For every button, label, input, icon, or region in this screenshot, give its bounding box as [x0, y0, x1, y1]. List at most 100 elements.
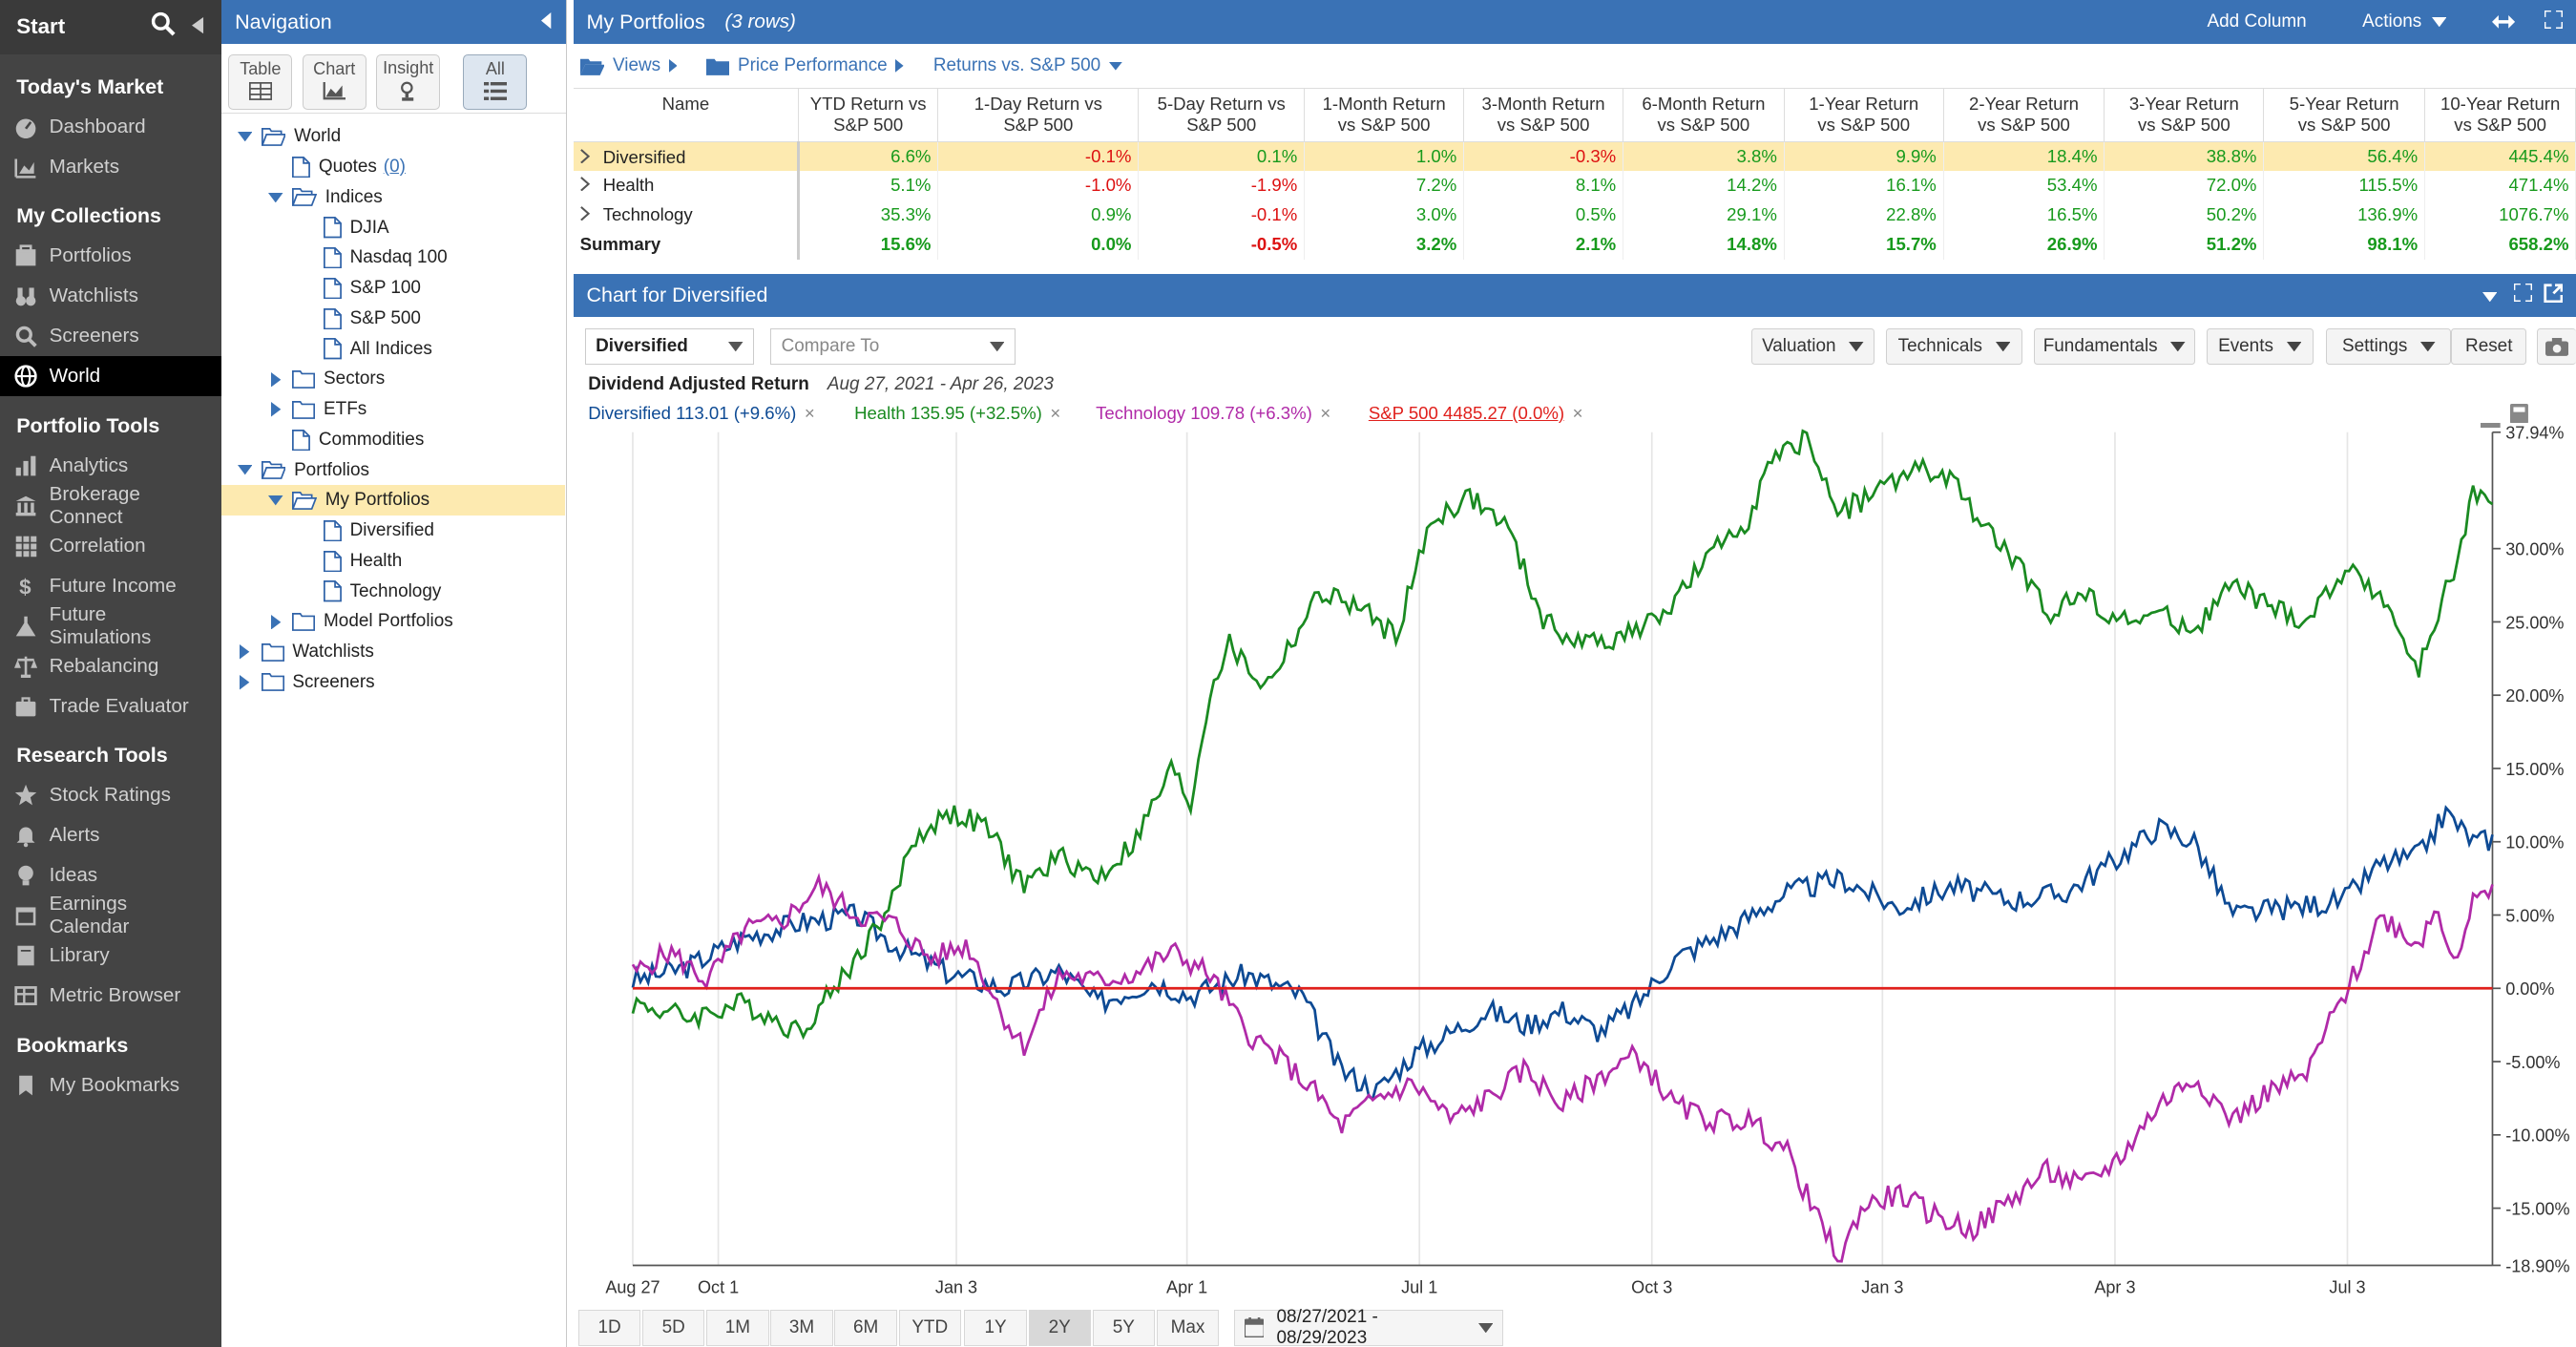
tree-item-portfolios[interactable]: Portfolios	[221, 455, 565, 486]
price-performance-menu[interactable]: Price Performance	[706, 55, 904, 76]
range-max-button[interactable]: Max	[1156, 1309, 1220, 1346]
calculator-icon[interactable]	[2510, 399, 2529, 430]
menu-item-my-bookmarks[interactable]: My Bookmarks	[0, 1065, 221, 1105]
menu-item-markets[interactable]: Markets	[0, 147, 221, 187]
settings-menu-button[interactable]: Settings	[2326, 328, 2452, 366]
expand-width-icon[interactable]	[2492, 11, 2516, 34]
actions-menu[interactable]: Actions	[2362, 11, 2447, 32]
menu-item-watchlists[interactable]: Watchlists	[0, 276, 221, 316]
row-expand-icon[interactable]	[579, 175, 603, 196]
reset-button[interactable]: Reset	[2451, 328, 2527, 366]
tree-item-nasdaq-100[interactable]: Nasdaq 100	[221, 242, 565, 273]
fundamentals-menu-button[interactable]: Fundamentals	[2033, 328, 2195, 366]
column-header[interactable]: YTD Return vs S&P 500	[798, 88, 939, 142]
column-header[interactable]: 6-Month Return vs S&P 500	[1623, 88, 1785, 142]
chart-menu-chevron-icon[interactable]	[2482, 284, 2498, 307]
tree-item-health[interactable]: Health	[221, 546, 565, 577]
expand-down-icon[interactable]	[235, 465, 255, 475]
remove-series-icon[interactable]: ×	[1050, 402, 1061, 423]
menu-item-ideas[interactable]: Ideas	[0, 855, 221, 895]
remove-series-icon[interactable]: ×	[1572, 402, 1583, 423]
column-header[interactable]: 5-Day Return vs S&P 500	[1138, 88, 1306, 142]
view-insight-button[interactable]: Insight	[376, 53, 441, 111]
menu-item-brokerage-connect[interactable]: Brokerage Connect	[0, 483, 221, 528]
expand-right-icon[interactable]	[266, 371, 286, 388]
column-header[interactable]: Name	[573, 88, 800, 142]
tree-item-commodities[interactable]: Commodities	[221, 425, 565, 455]
quotes-count[interactable]: (0)	[383, 157, 406, 178]
range-6m-button[interactable]: 6M	[834, 1309, 897, 1346]
tree-item-etfs[interactable]: ETFs	[221, 394, 565, 425]
summary-row[interactable]: Summary 15.6% 0.0% -0.5% 3.2% 2.1% 14.8% 15.7% 2…	[573, 229, 2576, 260]
add-column-button[interactable]: Add Column	[2207, 11, 2307, 32]
portfolio-select[interactable]: Diversified	[584, 328, 755, 366]
expand-right-icon[interactable]	[235, 644, 255, 660]
tree-item-diversified[interactable]: Diversified	[221, 516, 565, 546]
row-expand-icon[interactable]	[579, 204, 603, 225]
range-1m-button[interactable]: 1M	[706, 1309, 769, 1346]
tree-item-watchlists[interactable]: Watchlists	[221, 637, 565, 667]
column-header[interactable]: 2-Year Return vs S&P 500	[1943, 88, 2105, 142]
column-header[interactable]: 3-Year Return vs S&P 500	[2104, 88, 2265, 142]
tree-item-quotes[interactable]: Quotes (0)	[221, 152, 565, 182]
tree-item-world[interactable]: World	[221, 121, 565, 152]
range-1y-button[interactable]: 1Y	[964, 1309, 1027, 1346]
column-header[interactable]: 10-Year Return vs S&P 500	[2424, 88, 2576, 142]
remove-series-icon[interactable]: ×	[804, 402, 815, 423]
expand-right-icon[interactable]	[235, 675, 255, 690]
tree-item-my-portfolios[interactable]: My Portfolios	[221, 485, 566, 516]
expand-down-icon[interactable]	[266, 495, 286, 506]
range-3m-button[interactable]: 3M	[770, 1309, 833, 1346]
table-row[interactable]: Diversified 6.6% -0.1% 0.1% 1.0% -0.3% 3.8% 9.9…	[573, 141, 2576, 171]
tree-item-all-indices[interactable]: All Indices	[221, 334, 565, 365]
range-5d-button[interactable]: 5D	[642, 1309, 705, 1346]
menu-item-future-simulations[interactable]: Future Simulations	[0, 603, 221, 648]
menu-item-screeners[interactable]: Screeners	[0, 316, 221, 356]
compare-to-select[interactable]: Compare To	[770, 328, 1016, 366]
search-icon[interactable]	[151, 11, 176, 42]
collapse-menu-icon[interactable]	[192, 14, 205, 39]
column-header[interactable]: 5-Year Return vs S&P 500	[2263, 88, 2425, 142]
valuation-menu-button[interactable]: Valuation	[1750, 328, 1874, 366]
menu-item-correlation[interactable]: Correlation	[0, 526, 221, 566]
minimize-chart-icon[interactable]	[2481, 404, 2501, 434]
start-label[interactable]: Start	[16, 14, 66, 39]
tree-item-technology[interactable]: Technology	[221, 577, 565, 607]
range-1d-button[interactable]: 1D	[577, 1309, 641, 1346]
table-row[interactable]: Health 5.1% -1.0% -1.9% 7.2% 8.1% 14.2% 16.1% 53…	[573, 170, 2576, 200]
menu-item-analytics[interactable]: Analytics	[0, 446, 221, 486]
remove-series-icon[interactable]: ×	[1320, 402, 1331, 423]
menu-item-future-income[interactable]: $ Future Income	[0, 566, 221, 606]
tree-item-model-portfolios[interactable]: Model Portfolios	[221, 606, 565, 637]
tree-item-screeners[interactable]: Screeners	[221, 667, 565, 698]
expand-right-icon[interactable]	[266, 402, 286, 417]
returns-view-menu[interactable]: Returns vs. S&P 500	[933, 55, 1122, 76]
menu-item-stock-ratings[interactable]: Stock Ratings	[0, 775, 221, 815]
legend-item-technology[interactable]: Technology 109.78 (+6.3%) ×	[1096, 403, 1330, 424]
views-menu[interactable]: Views	[579, 55, 678, 76]
view-all-button[interactable]: All	[463, 53, 528, 111]
range-ytd-button[interactable]: YTD	[898, 1309, 961, 1346]
column-header[interactable]: 1-Year Return vs S&P 500	[1784, 88, 1944, 142]
tree-item-s-p-500[interactable]: S&P 500	[221, 304, 565, 334]
legend-item-diversified[interactable]: Diversified 113.01 (+9.6%) ×	[588, 403, 815, 424]
view-chart-button[interactable]: Chart	[302, 53, 367, 111]
range-5y-button[interactable]: 5Y	[1092, 1309, 1156, 1346]
menu-item-metric-browser[interactable]: Metric Browser	[0, 976, 221, 1016]
popout-chart-icon[interactable]	[2543, 283, 2564, 309]
legend-item-s-p-500[interactable]: S&P 500 4485.27 (0.0%) ×	[1369, 403, 1583, 424]
tree-item-indices[interactable]: Indices	[221, 182, 565, 213]
menu-item-library[interactable]: Library	[0, 936, 221, 976]
tree-item-djia[interactable]: DJIA	[221, 213, 565, 243]
menu-item-earnings-calendar[interactable]: Earnings Calendar	[0, 893, 221, 937]
table-row[interactable]: Technology 35.3% 0.9% -0.1% 3.0% 0.5% 29.1% 22.…	[573, 200, 2576, 230]
maximize-chart-icon[interactable]	[2512, 283, 2533, 307]
menu-item-dashboard[interactable]: Dashboard	[0, 107, 221, 147]
menu-item-alerts[interactable]: Alerts	[0, 815, 221, 855]
date-range-picker[interactable]: 08/27/2021 - 08/29/2023	[1233, 1307, 1503, 1347]
menu-item-rebalancing[interactable]: Rebalancing	[0, 646, 221, 686]
column-header[interactable]: 3-Month Return vs S&P 500	[1463, 88, 1624, 142]
expand-down-icon[interactable]	[235, 132, 255, 142]
column-header[interactable]: 1-Month Return vs S&P 500	[1304, 88, 1465, 142]
fullscreen-icon[interactable]	[2543, 9, 2565, 34]
